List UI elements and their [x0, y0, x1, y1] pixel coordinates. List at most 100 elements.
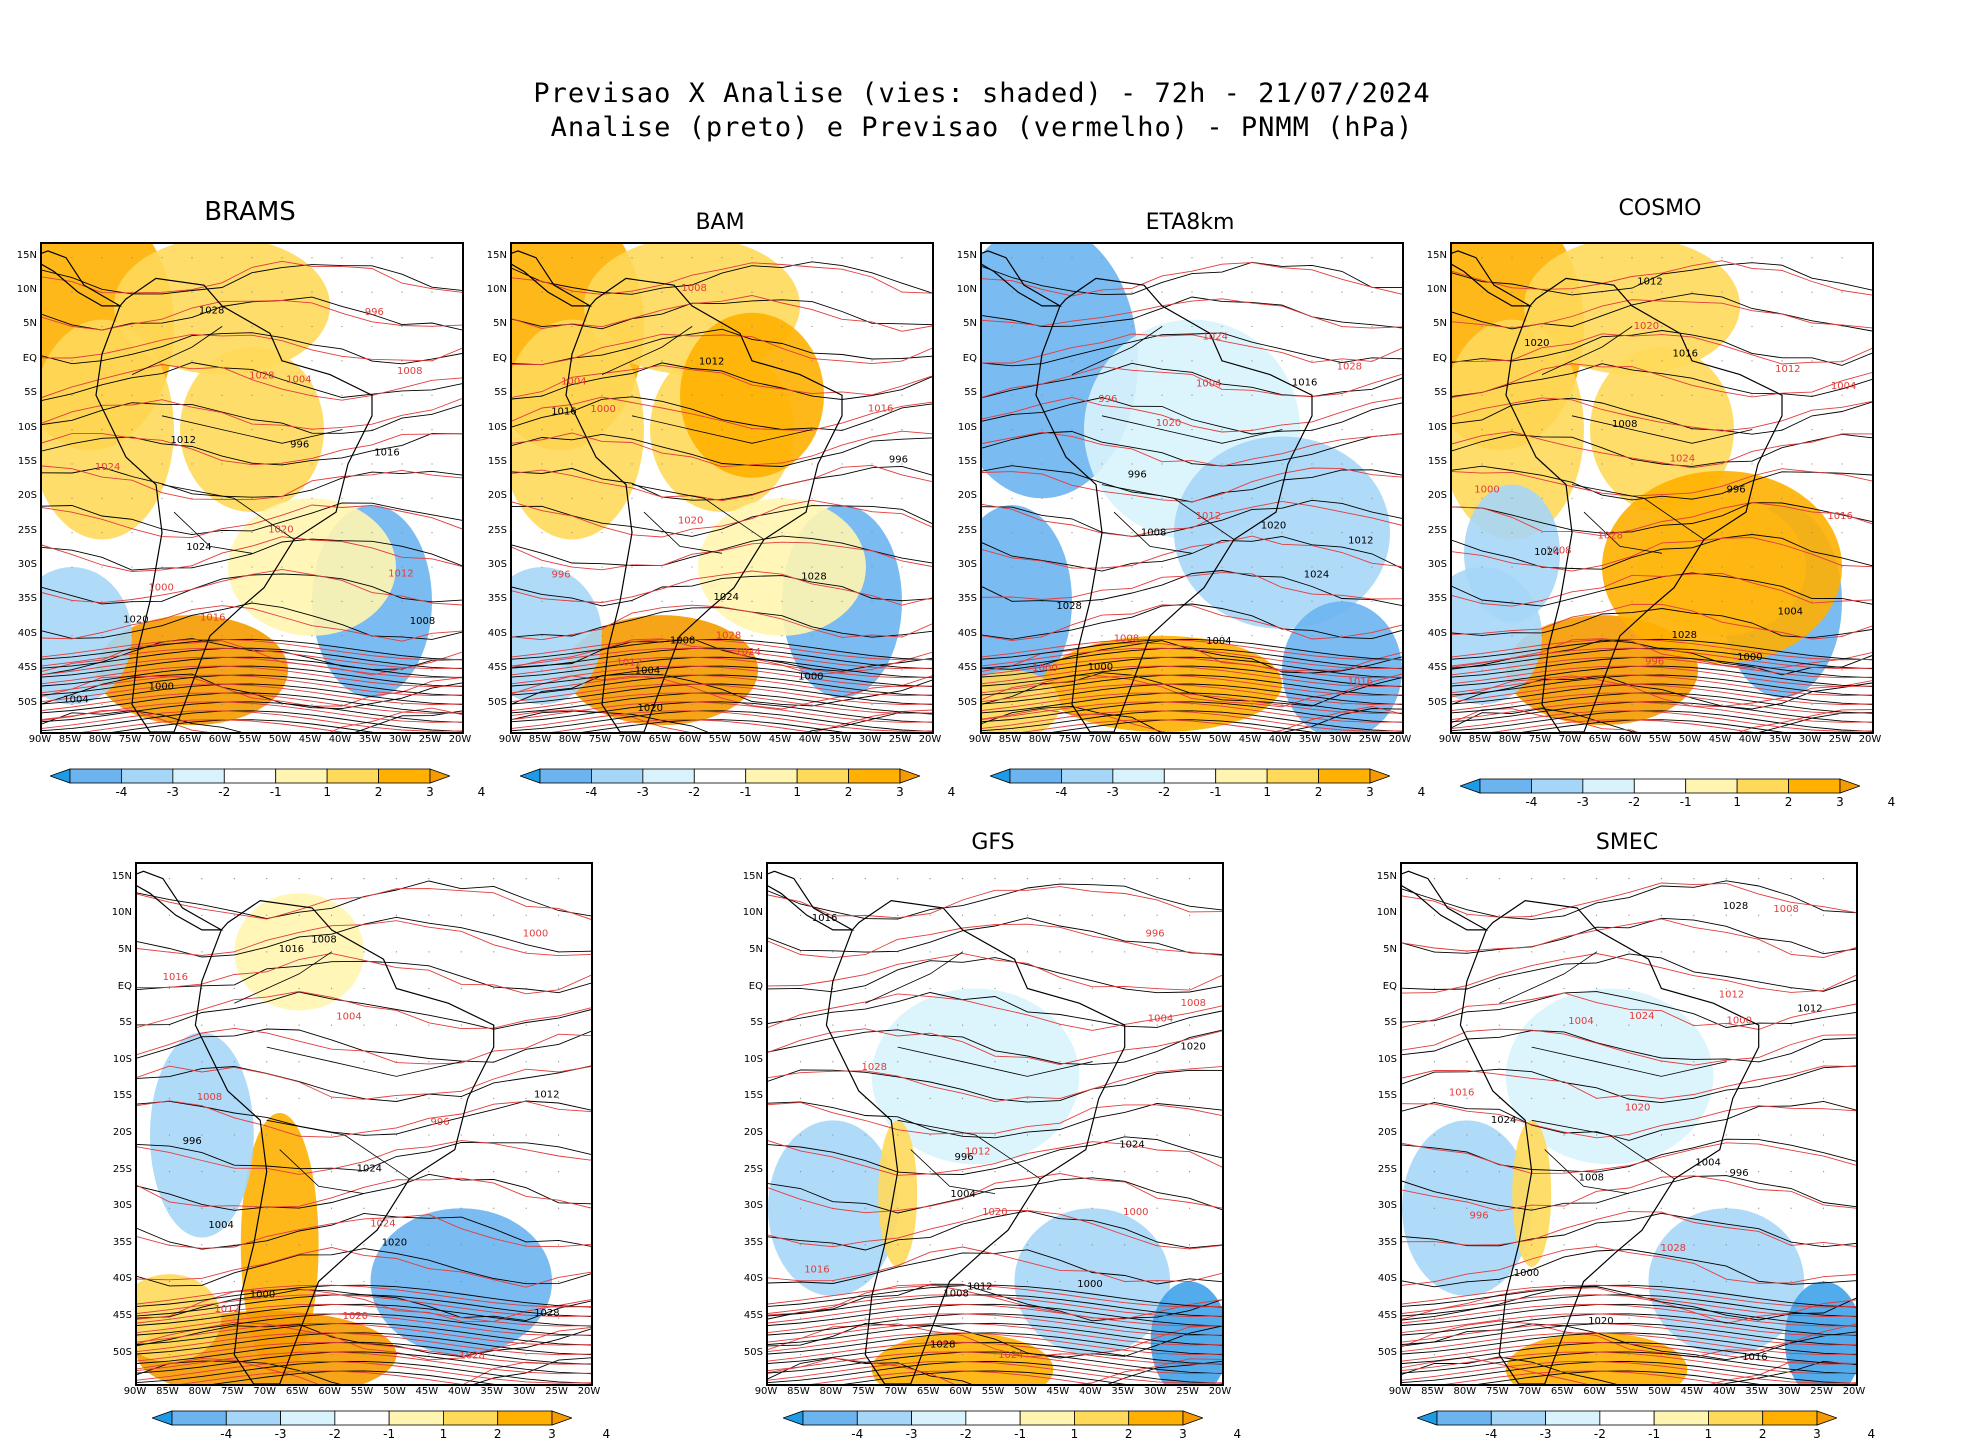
- colorbar-label: -1: [269, 785, 282, 799]
- contour-label: 1020: [678, 515, 703, 526]
- lat-tick-label: 15N: [1376, 870, 1397, 882]
- colorbar-label: 3: [1366, 785, 1374, 799]
- colorbar-label: 1: [1704, 1427, 1713, 1441]
- lat-tick-label: 20S: [17, 490, 37, 502]
- contour-label: 1008: [1579, 1172, 1604, 1183]
- colorbar-label: 3: [1179, 1427, 1187, 1441]
- contour-label: 1024: [1119, 1139, 1144, 1150]
- lon-tick-label: 55W: [708, 734, 732, 745]
- contour-label: 1028: [862, 1062, 887, 1073]
- lat-tick-label: 10S: [1377, 1053, 1397, 1065]
- contour-label: 996: [1470, 1210, 1489, 1221]
- contour-label: 1020: [1588, 1316, 1613, 1327]
- map-canvas: 1012 1012 1016 1016 1020 1020 1024 1024 1028 1028…: [982, 244, 1402, 732]
- lat-tick-label: EQ: [492, 352, 507, 364]
- colorbar-label: 1: [1263, 785, 1271, 799]
- lon-tick-label: 70W: [253, 1386, 277, 1397]
- lon-tick-label: 70W: [618, 734, 642, 745]
- lat-tick-label: 35S: [743, 1236, 763, 1248]
- contour-label: 1012: [171, 435, 196, 446]
- colorbar-label: -2: [688, 785, 701, 799]
- contour-label: 1004: [1206, 636, 1231, 647]
- lon-tick-label: 45W: [415, 1386, 439, 1397]
- lat-tick-label: EQ: [1432, 352, 1447, 364]
- lon-tick-label: 75W: [588, 734, 612, 745]
- colorbar-label: 3: [548, 1427, 556, 1441]
- lon-tick-label: 40W: [1738, 734, 1762, 745]
- lon-tick-label: 65W: [1588, 734, 1612, 745]
- contour-label: 1028: [1661, 1243, 1686, 1254]
- coastline: [137, 870, 495, 1384]
- lat-tick-label: 35S: [1377, 1236, 1397, 1248]
- contour-label: 1016: [1449, 1088, 1474, 1099]
- contour-label: 1000: [1737, 652, 1762, 663]
- contour-label: 1028: [199, 306, 224, 317]
- lon-tick-label: 65W: [285, 1386, 309, 1397]
- lat-tick-label: EQ: [22, 352, 37, 364]
- contour-label: 1020: [638, 703, 663, 714]
- contour-label: 1000: [1474, 485, 1499, 496]
- contour-label: 1004: [63, 695, 88, 706]
- figure-title-line2: Analise (preto) e Previsao (vermelho) - …: [550, 112, 1414, 143]
- lon-tick-label: 40W: [328, 734, 352, 745]
- colorbar-label: 1: [323, 785, 331, 799]
- contour-label: 1012: [699, 357, 724, 368]
- lat-tick-label: 30S: [957, 559, 977, 571]
- contour-label: 996: [955, 1152, 974, 1163]
- coastline: [512, 250, 843, 732]
- lon-tick-label: 70W: [1518, 1386, 1542, 1397]
- contour-label: 1000: [523, 929, 548, 940]
- lat-tick-label: 15S: [487, 455, 507, 467]
- lat-tick-label: 15N: [486, 249, 507, 261]
- lon-tick-label: 25W: [1810, 1386, 1833, 1397]
- lon-tick-label: 80W: [819, 1386, 843, 1397]
- contour-labels: 1012 1012 1016 1016 1020 1020 1024 1024 1028 1028…: [1032, 331, 1373, 687]
- lon-tick-label: 45W: [768, 734, 792, 745]
- lat-tick-label: 45S: [112, 1310, 132, 1322]
- lat-tick-label: 45S: [1427, 662, 1447, 674]
- contour-label: 1000: [1727, 1015, 1752, 1026]
- lon-tick-label: 55W: [1615, 1386, 1639, 1397]
- colorbar: [783, 1410, 1203, 1426]
- contour-label: 1024: [186, 542, 211, 553]
- contour-labels: 1008 1008 1012 1012 1016 1016 1020 1020 1024 1024…: [63, 306, 435, 706]
- colorbar-label: -4: [115, 785, 128, 799]
- lat-tick-label: 30S: [112, 1200, 132, 1212]
- lat-tick-label: 20S: [743, 1126, 763, 1138]
- panel-title: BAM: [695, 210, 745, 235]
- lon-tick-label: 70W: [148, 734, 172, 745]
- lon-tick-label: 85W: [1421, 1386, 1444, 1397]
- lon-tick-label: 90W: [754, 1386, 778, 1397]
- contour-label: 1008: [1773, 904, 1798, 915]
- lat-tick-label: 10N: [111, 907, 132, 919]
- lon-tick-label: 80W: [88, 734, 112, 745]
- colorbar: [1417, 1410, 1837, 1426]
- contour-label: 1028: [1598, 530, 1623, 541]
- contour-label: 1008: [311, 934, 336, 945]
- contour-label: 996: [1727, 484, 1746, 495]
- contour-label: 1008: [197, 1092, 222, 1103]
- lat-tick-label: 5N: [749, 943, 763, 955]
- lon-tick-label: 50W: [383, 1386, 406, 1397]
- lon-tick-label: 80W: [1498, 734, 1522, 745]
- lat-tick-label: EQ: [748, 980, 763, 992]
- contour-label: 1020: [343, 1311, 368, 1322]
- lon-tick-label: 55W: [238, 734, 262, 745]
- lon-tick-label: 50W: [1678, 734, 1702, 745]
- contour-label: 1024: [998, 1350, 1023, 1361]
- coastline: [768, 870, 1126, 1384]
- colorbar: [520, 768, 920, 784]
- isobars: [768, 883, 1222, 1384]
- lon-tick-label: 60W: [678, 734, 702, 745]
- isobars: [1452, 260, 1872, 732]
- contour-label: 1004: [561, 377, 586, 388]
- lon-tick-label: 30W: [858, 734, 882, 745]
- lon-tick-label: 30W: [1798, 734, 1822, 745]
- contour-label: 996: [431, 1117, 450, 1128]
- contour-label: 1028: [1056, 601, 1081, 612]
- colorbar-label: 4: [1867, 1427, 1876, 1441]
- contour-label: 1020: [1625, 1103, 1650, 1114]
- contour-label: 996: [365, 307, 384, 318]
- grid-dots: [1481, 257, 1843, 706]
- lon-tick-label: 55W: [981, 1386, 1005, 1397]
